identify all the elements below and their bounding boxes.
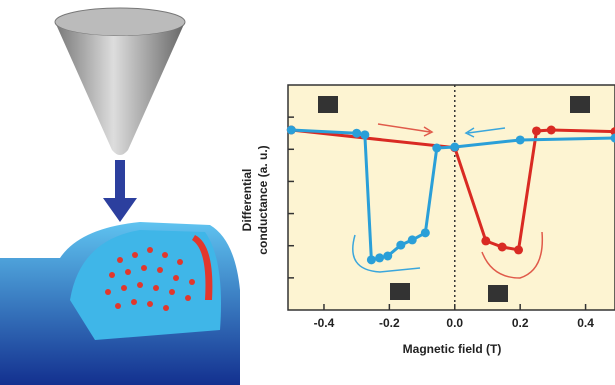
data-point xyxy=(286,125,296,135)
annotations xyxy=(318,96,590,302)
data-point xyxy=(375,253,385,263)
data-point xyxy=(420,228,430,238)
data-point xyxy=(532,126,542,136)
x-tick-label: 0.4 xyxy=(577,316,594,330)
data-point xyxy=(432,143,442,153)
data-point xyxy=(610,133,615,143)
data-point xyxy=(407,235,417,245)
x-tick-label: -0.2 xyxy=(379,316,400,330)
y-axis-label: Differential xyxy=(240,169,254,232)
x-axis-label: Magnetic field (T) xyxy=(403,342,502,356)
x-tick-label: 0.2 xyxy=(512,316,529,330)
data-point xyxy=(481,236,491,246)
data-point xyxy=(396,240,406,250)
data-point xyxy=(515,135,525,145)
data-point xyxy=(383,251,393,261)
y-axis-label: conductance (a. u.) xyxy=(256,145,270,254)
data-point xyxy=(352,128,362,138)
illustration xyxy=(0,7,240,385)
data-point xyxy=(546,125,556,135)
data-point xyxy=(360,130,370,140)
data-point xyxy=(450,142,460,152)
data-point xyxy=(366,255,376,265)
x-tick-label: -0.4 xyxy=(314,316,335,330)
data-point xyxy=(497,242,507,252)
data-point xyxy=(514,245,524,255)
x-tick-label: 0.0 xyxy=(446,316,463,330)
plot-area xyxy=(287,84,615,311)
